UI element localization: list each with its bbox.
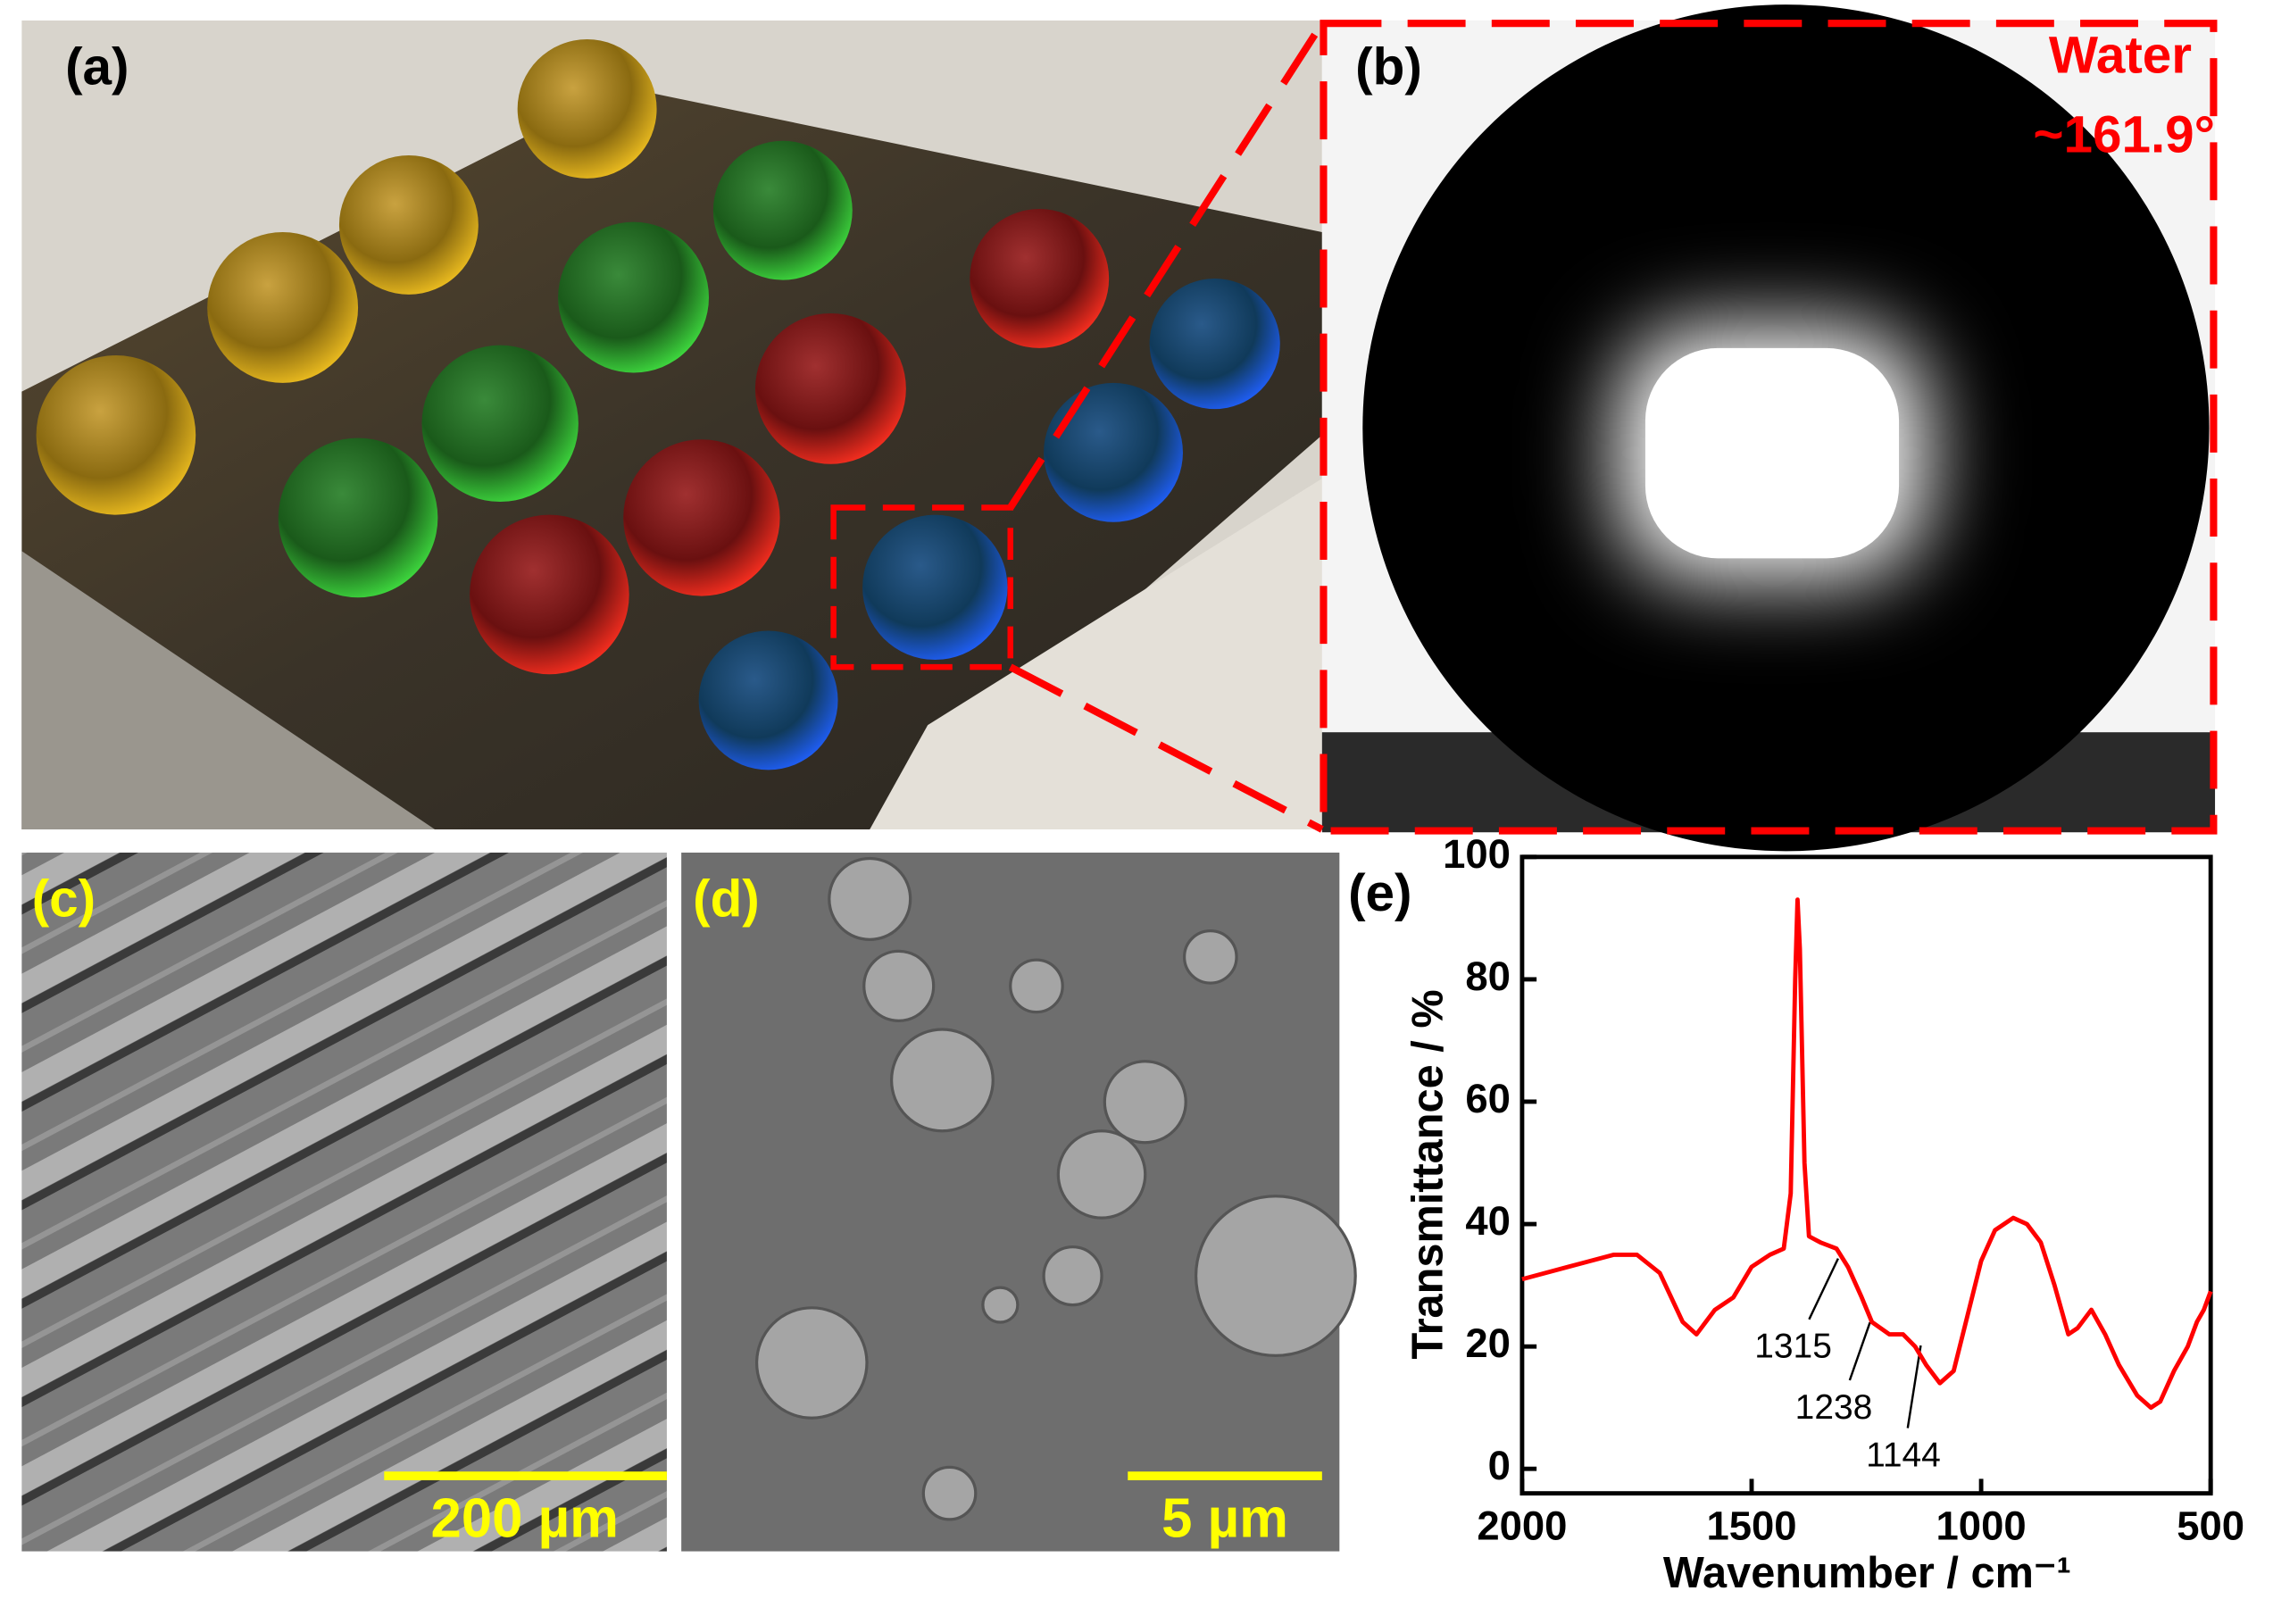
y-tick-label: 60 xyxy=(1465,1076,1511,1121)
x-axis-label: Wavenumber / cm⁻¹ xyxy=(1663,1549,2071,1597)
sem-image xyxy=(681,852,1340,1552)
panel-label: (c) xyxy=(32,870,96,928)
zoom-box xyxy=(830,504,1013,670)
y-axis-label: Transmittance / % xyxy=(1404,989,1453,1359)
y-tick-label: 100 xyxy=(1443,831,1511,877)
contact-angle: ~161.9° xyxy=(2033,106,2215,164)
y-tick-label: 80 xyxy=(1465,954,1511,999)
liquid-label: Water xyxy=(2049,26,2192,84)
zoom-frame xyxy=(1320,20,2218,835)
panel-label: (a) xyxy=(65,37,129,96)
substrate-edge xyxy=(21,551,436,829)
plot-frame xyxy=(1519,854,2213,1496)
annotation-leader xyxy=(1906,1345,1922,1428)
droplet-highlight xyxy=(1644,347,1900,559)
x-tick-label: 1500 xyxy=(1706,1503,1796,1549)
panel-a: (a) xyxy=(21,20,1322,829)
annotation: 1315 xyxy=(1754,1328,1832,1366)
scale-bar-label: 200 µm xyxy=(431,1487,619,1549)
annotation: 1144 xyxy=(1866,1436,1941,1474)
sem-image xyxy=(21,852,667,1552)
x-tick-label: 500 xyxy=(2177,1503,2244,1549)
annotation: 1238 xyxy=(1795,1388,1873,1427)
panel-e: (e) Wavenumber / cm⁻¹ Transmittance / % … xyxy=(1348,831,2244,1597)
zoom-line xyxy=(1007,21,1326,510)
y-tick-label: 20 xyxy=(1465,1320,1511,1366)
x-tick-label: 1000 xyxy=(1936,1503,2027,1549)
y-tick-label: 0 xyxy=(1488,1443,1511,1488)
y-tick-label: 40 xyxy=(1465,1198,1511,1244)
panel-label: (e) xyxy=(1348,864,1411,922)
panel-label: (d) xyxy=(693,870,760,928)
panel-b: (b) Water ~161.9° xyxy=(1007,4,2218,852)
spectrum-line xyxy=(1521,897,2213,1411)
scale-bar-label: 5 µm xyxy=(1161,1487,1288,1549)
panel-d: 5 µm (d) xyxy=(681,852,1357,1552)
droplets xyxy=(36,39,1280,770)
zoom-line xyxy=(1008,663,1324,833)
paper xyxy=(870,479,1322,829)
panel-label: (b) xyxy=(1355,37,1422,96)
panel-c: 200 µm (c) xyxy=(21,852,667,1552)
x-tick-label: 2000 xyxy=(1477,1503,1567,1549)
annotation-leader xyxy=(1848,1321,1871,1381)
annotation-leader xyxy=(1808,1258,1839,1320)
particles xyxy=(754,856,1357,1521)
